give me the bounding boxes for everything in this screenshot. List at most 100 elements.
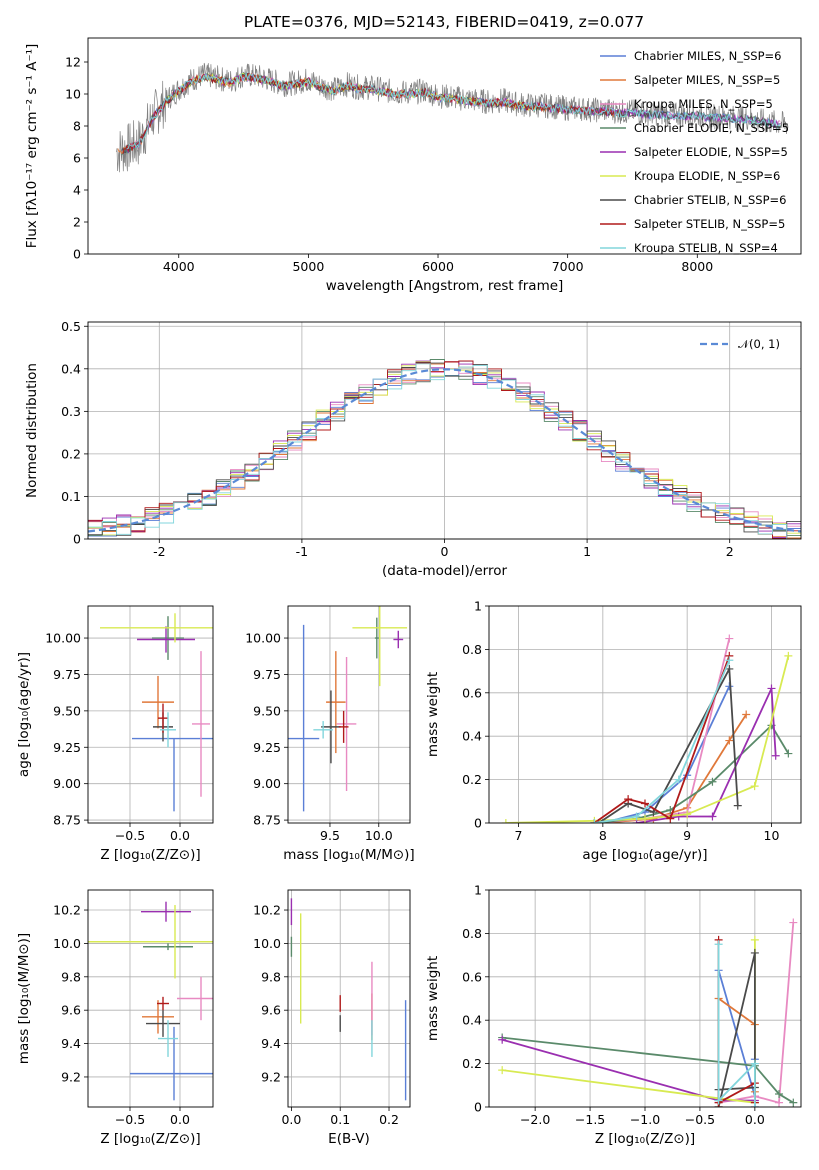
model-spectrum-line [126, 71, 781, 150]
mass-weight-vs-age-plot: 7 8 9 10 0 0.2 0.4 0.6 0.8 1 age [log₁₀(age/yr)] ma… [425, 599, 802, 863]
mass-weight-point-marker [784, 651, 793, 660]
y-axis-label: mass weight [425, 956, 441, 1041]
x-tick-label: 0.1 [330, 1112, 350, 1127]
y-tick-label: 10.2 [53, 903, 81, 918]
x-tick-label: 4000 [163, 259, 195, 274]
x-tick-label: −0.5 [115, 828, 145, 843]
mass-weight-point-marker [750, 948, 759, 957]
y-tick-label: 0.1 [61, 489, 81, 504]
gaussian-reference-curve [88, 368, 801, 533]
mass-weight-point-marker [750, 782, 759, 791]
x-tick-label: -2 [153, 544, 165, 559]
plot-area [498, 918, 798, 1107]
plot-area [88, 901, 213, 1101]
y-tick-label: 0.4 [462, 729, 482, 744]
x-tick-label: 8 [599, 828, 607, 843]
plot-area [288, 606, 408, 812]
mass-weight-point-marker [775, 1089, 784, 1098]
plot-frame [488, 605, 802, 824]
mass-weight-point-marker [784, 749, 793, 758]
y-tick-label: 0.6 [462, 969, 482, 984]
x-tick-label: 0.0 [170, 1112, 190, 1127]
residual-histogram-steps [88, 360, 801, 539]
x-tick-label: 0 [441, 544, 449, 559]
mass-weight-series-line [594, 659, 731, 823]
mass-weight-series-line [502, 1036, 794, 1104]
mass-weight-point-marker [708, 777, 717, 786]
plot-frame [87, 321, 802, 540]
y-tick-label: 9.6 [261, 1003, 281, 1018]
x-tick-label: 0.0 [170, 828, 190, 843]
mass-weight-point-marker [674, 812, 683, 821]
y-axis-label: Flux [fλ10⁻¹⁷ erg cm⁻² s⁻¹ A⁻¹] [24, 44, 40, 249]
plot-frame [87, 37, 802, 255]
x-tick-label: -1 [296, 544, 308, 559]
y-tick-label: 10.00 [245, 631, 281, 646]
plot-frame [287, 889, 411, 1108]
mass-weight-series-line [717, 952, 756, 1107]
plot-frame [287, 605, 411, 824]
plot-frame [87, 605, 214, 824]
mass-weight-point-marker [771, 751, 780, 760]
y-tick-label: 12 [65, 55, 81, 70]
y-tick-label: 9.00 [253, 776, 281, 791]
x-tick-label: 5000 [292, 259, 324, 274]
mass-weight-point-marker [683, 810, 692, 819]
y-tick-label: 2 [73, 215, 81, 230]
y-tick-label: 8.75 [53, 813, 81, 828]
legend-label: Kroupa ELODIE, N_SSP=6 [634, 169, 780, 183]
y-tick-label: 9.25 [253, 740, 281, 755]
age-vs-metallicity-plot: −0.5 0.0 8.75 9.00 9.25 9.50 9.75 10.00 Z [log₁₀… [16, 605, 214, 863]
x-tick-label: 1 [583, 544, 591, 559]
legend-label: Kroupa STELIB, N_SSP=4 [634, 241, 778, 255]
y-tick-label: 0.5 [61, 319, 81, 334]
mass-weight-point-marker [750, 1103, 759, 1107]
x-axis-label: Z [log₁₀(Z/Z⊙)] [100, 847, 200, 863]
legend-label: Chabrier STELIB, N_SSP=6 [634, 193, 786, 207]
mass-weight-point-marker [632, 812, 641, 821]
mass-weight-vs-metallicity-plot: −2.0 −1.5 −1.0 −0.5 0.0 0 0.2 0.4 0.6 0.8 1 Z [log₁… [425, 883, 802, 1147]
mass-weight-point-marker [714, 1096, 723, 1105]
legend-label: Kroupa MILES, N_SSP=5 [634, 97, 773, 111]
y-tick-label: 9.00 [53, 776, 81, 791]
y-tick-label: 1 [474, 599, 482, 614]
mass-weight-point-marker [767, 684, 776, 693]
x-axis-label: Z [log₁₀(Z/Z⊙)] [100, 1131, 200, 1147]
x-tick-label: 6000 [422, 259, 454, 274]
x-tick-label: 0.0 [745, 1112, 765, 1127]
legend-label: Salpeter STELIB, N_SSP=5 [634, 217, 785, 231]
y-tick-label: 0 [474, 816, 482, 831]
plot-area [100, 613, 213, 812]
mass-weight-point-marker [725, 664, 734, 673]
mass-weight-point-marker [789, 1098, 798, 1107]
x-axis-label: Z [log₁₀(Z/Z⊙)] [595, 1131, 695, 1147]
mass-weight-point-marker [725, 736, 734, 745]
y-tick-label: 9.8 [61, 969, 81, 984]
plot-frame [87, 889, 214, 1108]
y-tick-label: 9.75 [53, 667, 81, 682]
mass-weight-point-marker [501, 819, 510, 823]
x-axis-label: E(B-V) [328, 1131, 370, 1147]
plot-area [116, 62, 789, 173]
x-tick-label: 7 [515, 828, 523, 843]
y-tick-label: 0 [73, 532, 81, 547]
y-tick-label: 9.8 [261, 969, 281, 984]
plot-frame [488, 889, 802, 1108]
plot-area [88, 359, 801, 539]
mass-weight-series-line [717, 944, 756, 1107]
mass-weight-point-marker [498, 1035, 507, 1044]
y-axis-label: Normed distribution [24, 363, 40, 498]
legend-label: Salpeter MILES, N_SSP=5 [634, 73, 780, 87]
y-tick-label: 6 [73, 151, 81, 166]
legend-label: Chabrier ELODIE, N_SSP=5 [634, 121, 789, 135]
x-tick-label: 10.0 [365, 828, 393, 843]
mass-weight-series-line [505, 655, 790, 823]
y-tick-label: 8.75 [253, 813, 281, 828]
x-tick-label: −0.5 [115, 1112, 145, 1127]
mass-weight-point-marker [750, 935, 759, 944]
y-tick-label: 10 [65, 87, 81, 102]
x-tick-label: 7000 [552, 259, 584, 274]
x-tick-label: −1.0 [630, 1112, 660, 1127]
mass-weight-point-marker [725, 656, 734, 665]
